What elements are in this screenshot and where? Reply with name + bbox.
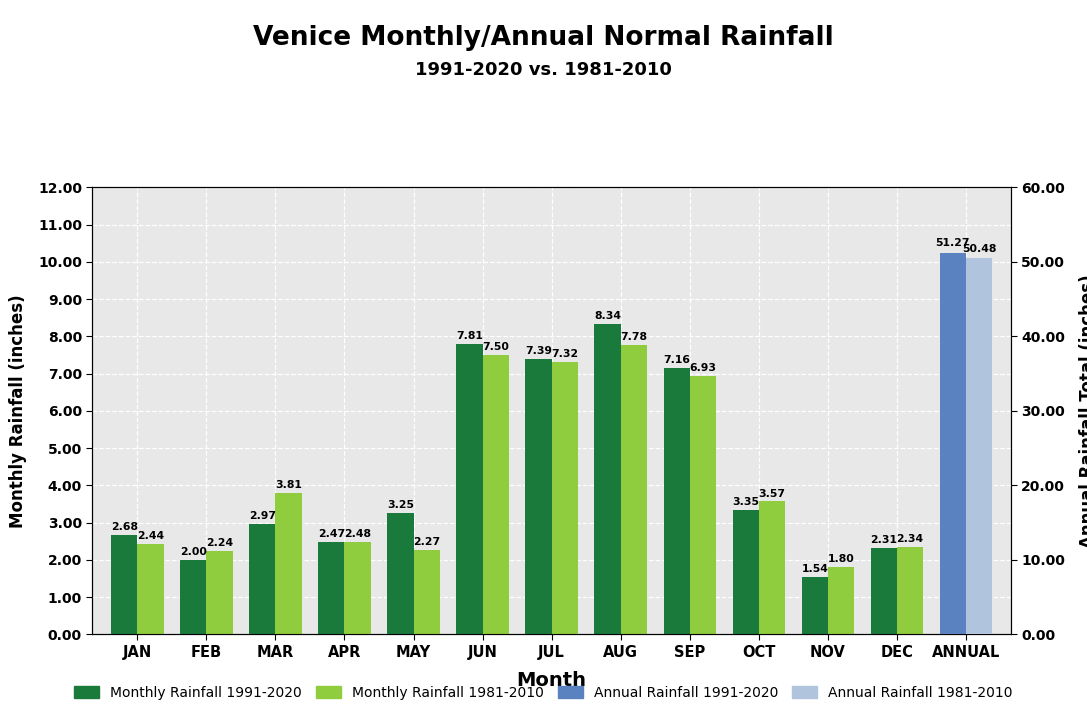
Text: 7.81: 7.81	[457, 330, 483, 340]
Bar	[180, 560, 207, 634]
Text: 7.39: 7.39	[525, 346, 552, 356]
Bar	[413, 550, 440, 634]
Bar	[966, 258, 992, 634]
Bar	[318, 542, 345, 634]
Bar	[733, 510, 759, 634]
Bar	[759, 502, 785, 634]
Text: 2.44: 2.44	[137, 531, 164, 541]
Text: 2.97: 2.97	[249, 511, 276, 521]
Text: 2.31: 2.31	[871, 536, 898, 546]
Text: 7.78: 7.78	[621, 332, 648, 342]
Bar	[940, 252, 966, 634]
Bar	[387, 513, 413, 634]
Bar	[828, 567, 854, 634]
Bar	[525, 359, 551, 634]
Text: 7.32: 7.32	[551, 349, 578, 359]
Text: 8.34: 8.34	[595, 311, 621, 321]
Bar	[111, 535, 137, 634]
Text: 51.27: 51.27	[936, 238, 971, 248]
Text: 2.34: 2.34	[897, 534, 924, 544]
Bar	[137, 544, 163, 634]
Text: 6.93: 6.93	[689, 363, 716, 373]
Bar	[249, 524, 275, 634]
Text: 2.47: 2.47	[317, 529, 345, 539]
Text: 2.00: 2.00	[179, 547, 207, 557]
Text: 2.27: 2.27	[413, 537, 440, 547]
Bar	[595, 324, 621, 634]
Text: 50.48: 50.48	[962, 244, 997, 254]
Bar	[690, 376, 716, 634]
Text: 7.16: 7.16	[663, 355, 690, 365]
Bar	[457, 343, 483, 634]
Y-axis label: Monthly Rainfall (inches): Monthly Rainfall (inches)	[9, 294, 27, 528]
Text: 1.54: 1.54	[801, 564, 828, 574]
Bar	[663, 368, 690, 634]
Text: 3.35: 3.35	[733, 497, 759, 507]
Text: 1991-2020 vs. 1981-2010: 1991-2020 vs. 1981-2010	[415, 61, 672, 79]
Bar	[801, 577, 828, 634]
Text: 7.50: 7.50	[483, 342, 509, 352]
Text: Venice Monthly/Annual Normal Rainfall: Venice Monthly/Annual Normal Rainfall	[253, 25, 834, 51]
Bar	[551, 362, 578, 634]
Bar	[483, 355, 509, 634]
Legend: Monthly Rainfall 1991-2020, Monthly Rainfall 1981-2010, Annual Rainfall 1991-202: Monthly Rainfall 1991-2020, Monthly Rain…	[67, 679, 1020, 707]
Text: 2.24: 2.24	[205, 538, 233, 548]
Bar	[897, 547, 923, 634]
Bar	[207, 551, 233, 634]
Text: 3.81: 3.81	[275, 479, 302, 490]
Text: 3.25: 3.25	[387, 500, 414, 510]
Text: 2.68: 2.68	[111, 522, 138, 531]
Bar	[621, 345, 647, 634]
Bar	[345, 542, 371, 634]
Y-axis label: Annual Rainfall Total (inches): Annual Rainfall Total (inches)	[1079, 274, 1087, 548]
Text: 1.80: 1.80	[827, 554, 854, 565]
X-axis label: Month: Month	[516, 671, 587, 690]
Bar	[275, 492, 302, 634]
Bar	[871, 549, 897, 634]
Text: 3.57: 3.57	[759, 489, 786, 498]
Text: 2.48: 2.48	[345, 529, 371, 539]
